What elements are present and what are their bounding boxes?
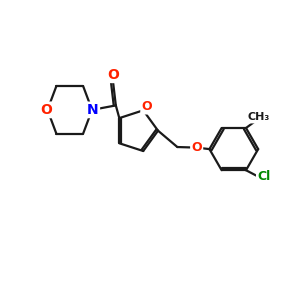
Text: CH₃: CH₃ [248,112,270,122]
Text: O: O [142,100,152,113]
Text: O: O [107,68,119,82]
Text: Cl: Cl [257,170,271,183]
Text: N: N [87,103,99,117]
Text: O: O [191,141,202,154]
Text: O: O [40,103,52,117]
